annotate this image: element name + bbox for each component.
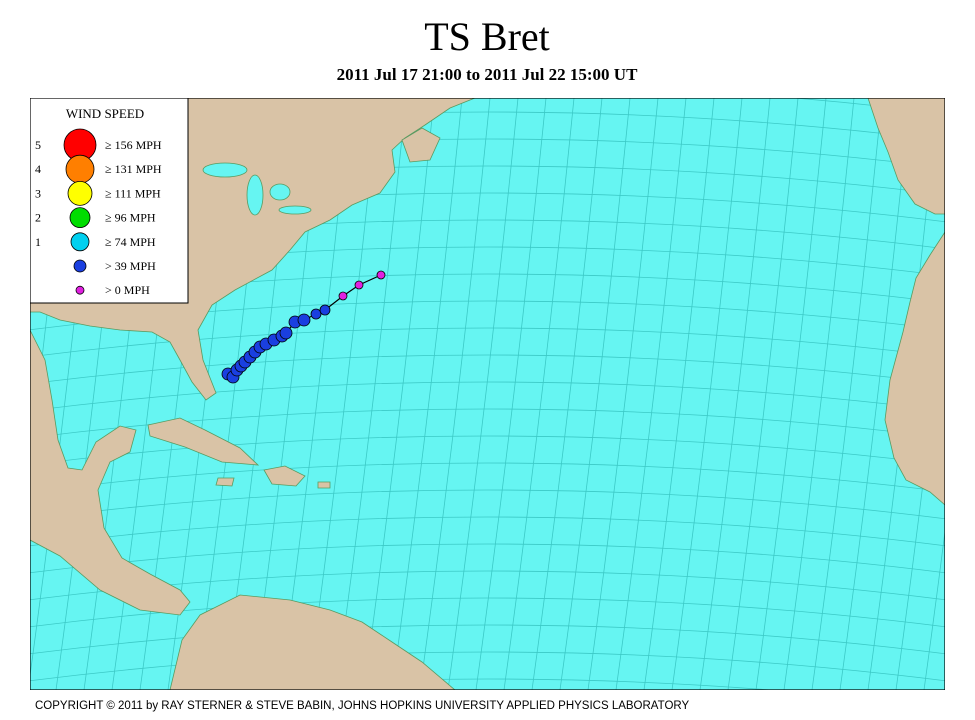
meridian bbox=[447, 98, 519, 690]
legend-label: ≥ 111 MPH bbox=[105, 186, 161, 200]
meridian bbox=[559, 98, 631, 690]
legend-label: > 0 MPH bbox=[105, 283, 150, 297]
meridian bbox=[923, 528, 945, 690]
parallel bbox=[30, 327, 945, 358]
meridian bbox=[531, 98, 603, 690]
legend-swatch bbox=[69, 207, 91, 229]
legend-label: ≥ 156 MPH bbox=[105, 138, 162, 152]
title: TS Bret bbox=[424, 14, 550, 59]
meridian bbox=[587, 98, 659, 690]
legend-label: ≥ 74 MPH bbox=[105, 235, 156, 249]
meridian bbox=[503, 98, 575, 690]
legend-swatch bbox=[65, 154, 95, 184]
hispaniola bbox=[263, 465, 306, 487]
puerto-rico bbox=[317, 481, 331, 489]
copyright: COPYRIGHT © 2011 by RAY STERNER & STEVE … bbox=[35, 700, 689, 712]
europe bbox=[867, 98, 945, 215]
parallel bbox=[30, 435, 945, 466]
meridian bbox=[643, 98, 715, 690]
parallel bbox=[30, 543, 945, 574]
meridian bbox=[363, 98, 435, 690]
meridian bbox=[811, 98, 883, 690]
parallel bbox=[30, 381, 945, 412]
legend-swatch bbox=[70, 232, 90, 252]
meridian bbox=[475, 98, 547, 690]
legend-category: 1 bbox=[35, 235, 41, 249]
meridian bbox=[727, 98, 799, 690]
legend-swatch bbox=[67, 180, 93, 206]
parallel bbox=[199, 678, 776, 690]
meridian bbox=[615, 98, 687, 690]
south-america bbox=[169, 594, 456, 690]
jamaica bbox=[215, 477, 235, 487]
parallel bbox=[30, 597, 945, 628]
legend-label: ≥ 131 MPH bbox=[105, 162, 162, 176]
mexico-central-america bbox=[30, 329, 191, 616]
legend-swatch bbox=[75, 285, 85, 295]
track-points-ts bbox=[221, 304, 331, 384]
map-area: WIND SPEED 5 ≥ 156 MPH 4 ≥ 131 MPH 3 ≥ 111 MP… bbox=[0, 98, 975, 690]
parallel bbox=[30, 354, 945, 385]
legend-swatch bbox=[73, 259, 87, 273]
legend-category: 2 bbox=[35, 211, 41, 225]
legend: WIND SPEED 5 ≥ 156 MPH 4 ≥ 131 MPH 3 ≥ 111 MP… bbox=[30, 98, 189, 304]
meridian bbox=[671, 98, 743, 690]
legend-title: WIND SPEED bbox=[66, 106, 144, 121]
legend-category: 5 bbox=[35, 138, 41, 152]
parallel bbox=[30, 624, 945, 655]
parallel bbox=[30, 516, 945, 547]
subtitle: 2011 Jul 17 21:00 to 2011 Jul 22 15:00 U… bbox=[337, 65, 638, 84]
parallel bbox=[30, 651, 945, 682]
meridian bbox=[699, 98, 771, 690]
newfoundland bbox=[401, 127, 441, 163]
legend-label: > 39 MPH bbox=[105, 259, 156, 273]
africa bbox=[884, 231, 945, 506]
cuba bbox=[147, 417, 260, 466]
parallel bbox=[30, 462, 945, 493]
great-lakes bbox=[202, 162, 312, 216]
legend-category: 4 bbox=[35, 162, 41, 176]
track-points-weak bbox=[338, 270, 386, 301]
meridian bbox=[0, 98, 14, 690]
meridian bbox=[419, 98, 491, 690]
legend-label: ≥ 96 MPH bbox=[105, 211, 156, 225]
meridian bbox=[391, 98, 463, 690]
meridian bbox=[335, 98, 407, 690]
parallel bbox=[30, 489, 945, 520]
legend-category: 3 bbox=[35, 186, 41, 200]
storm-track bbox=[221, 270, 386, 384]
meridian bbox=[952, 98, 975, 690]
